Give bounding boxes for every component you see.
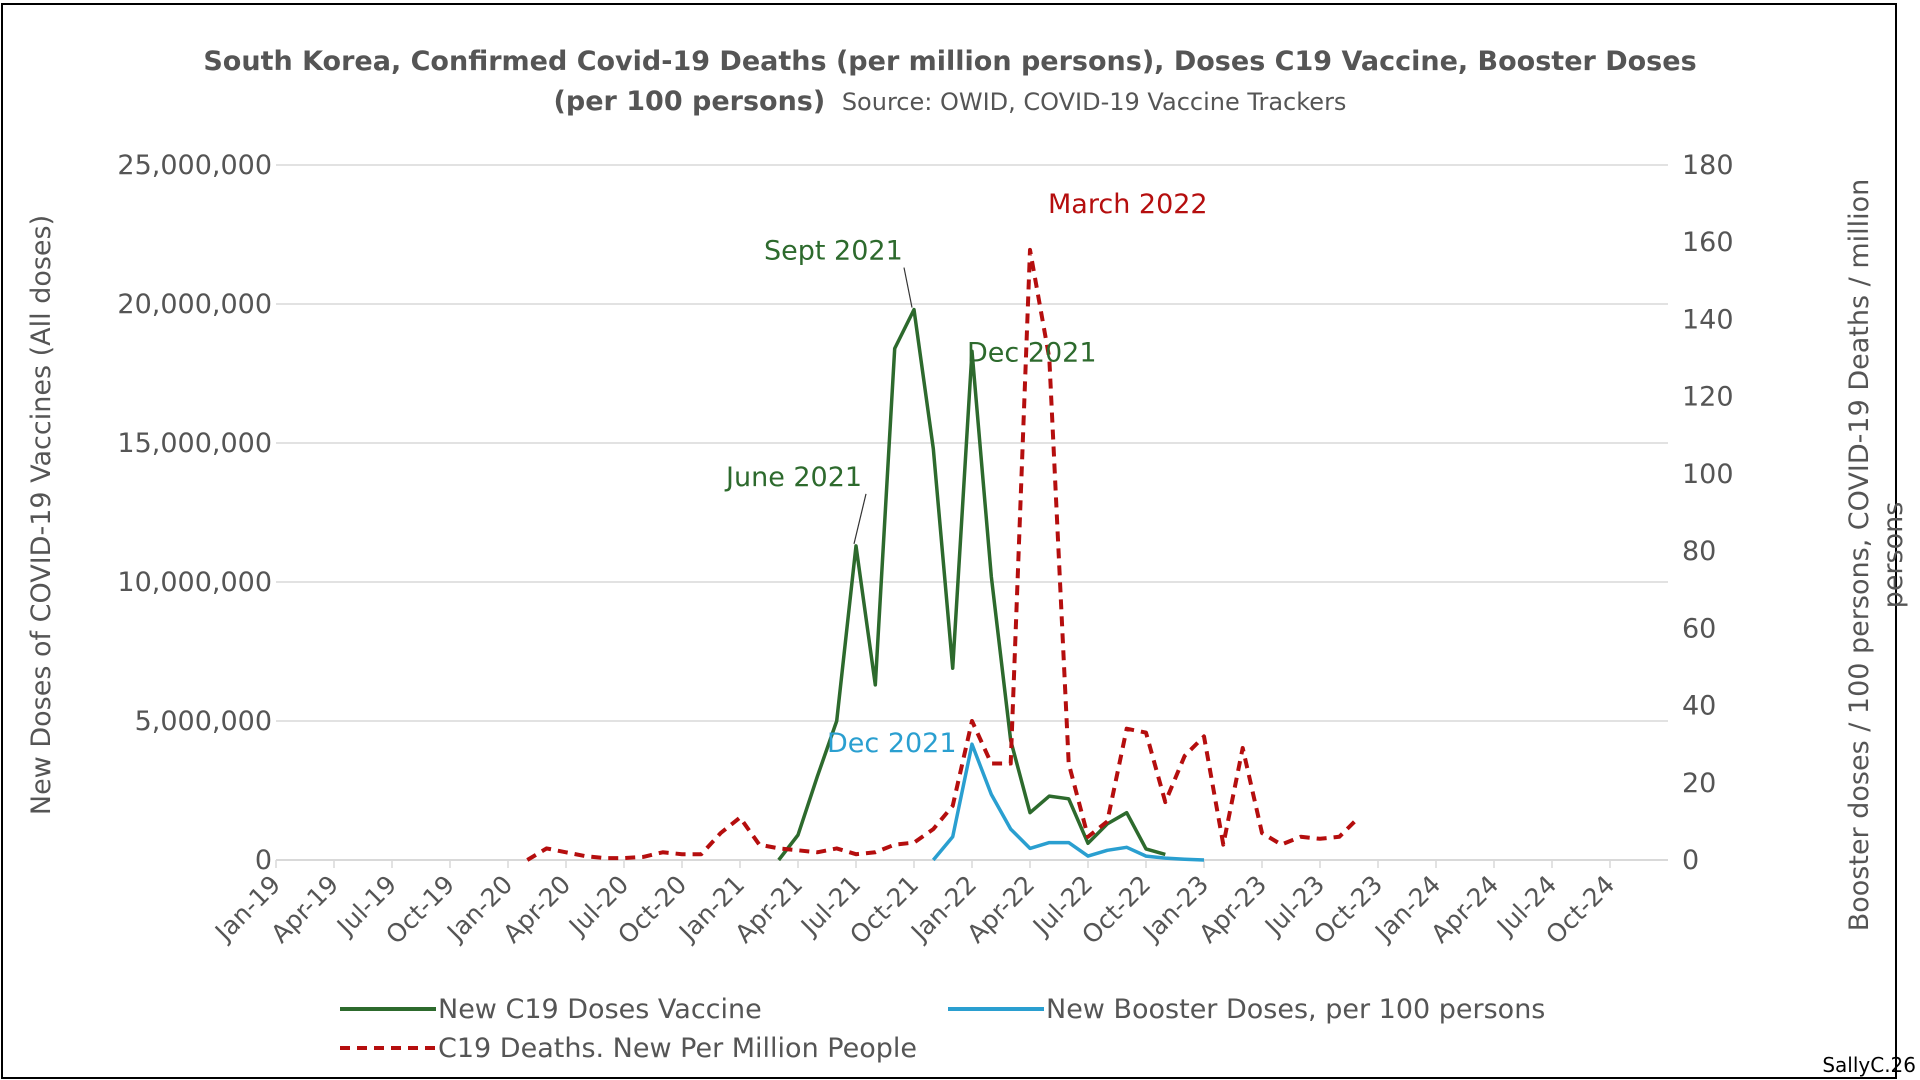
annotation-label: Dec 2021 bbox=[967, 337, 1097, 368]
left-tick-label: 5,000,000 bbox=[135, 706, 272, 737]
right-axis-title-line2: persons bbox=[1878, 502, 1909, 609]
legend-label: New C19 Doses Vaccine bbox=[438, 994, 762, 1025]
left-tick-label: 10,000,000 bbox=[117, 567, 272, 598]
left-axis-ticks: 0 5,000,000 10,000,000 15,000,000 20,000,000… bbox=[117, 150, 272, 876]
left-tick-label: 0 bbox=[255, 845, 272, 876]
right-tick-label: 40 bbox=[1682, 691, 1716, 722]
annotations: June 2021 Sept 2021 Dec 2021 Dec 2021 March … bbox=[724, 189, 1208, 759]
annotation-leader bbox=[903, 267, 913, 308]
right-tick-label: 100 bbox=[1682, 459, 1734, 490]
left-tick-label: 20,000,000 bbox=[117, 289, 272, 320]
legend: New C19 Doses Vaccine New Booster Doses, … bbox=[340, 994, 1545, 1064]
legend-label: C19 Deaths. New Per Million People bbox=[438, 1033, 917, 1064]
chart-title: South Korea, Confirmed Covid-19 Deaths (… bbox=[203, 46, 1696, 77]
left-axis-title: New Doses of COVID-19 Vaccines (All dose… bbox=[26, 215, 57, 815]
annotation-label: Dec 2021 bbox=[827, 728, 957, 759]
left-tick-label: 15,000,000 bbox=[117, 428, 272, 459]
right-tick-label: 60 bbox=[1682, 613, 1716, 644]
annotation-label: June 2021 bbox=[724, 462, 862, 493]
right-axis-title-line1: Booster doses / 100 persons, COVID-19 De… bbox=[1844, 179, 1875, 932]
series-line-2 bbox=[931, 742, 1205, 862]
right-tick-label: 20 bbox=[1682, 768, 1716, 799]
chart-title-bold-part: (per 100 persons) bbox=[554, 86, 826, 117]
right-tick-label: 120 bbox=[1682, 382, 1734, 413]
credit-label: SallyC.26 bbox=[1822, 1053, 1916, 1077]
chart-title-source: Source: OWID, COVID-19 Vaccine Trackers bbox=[842, 88, 1347, 116]
annotation-label: March 2022 bbox=[1048, 189, 1208, 220]
right-tick-label: 180 bbox=[1682, 150, 1734, 181]
left-tick-label: 25,000,000 bbox=[117, 150, 272, 181]
right-axis-ticks: 0 20 40 60 80 100 120 140 160 180 bbox=[1682, 150, 1734, 876]
right-tick-label: 80 bbox=[1682, 536, 1716, 567]
annotation-label: Sept 2021 bbox=[764, 236, 903, 267]
series-line-1 bbox=[777, 307, 1166, 862]
annotation-leader bbox=[853, 493, 867, 545]
right-tick-label: 140 bbox=[1682, 304, 1734, 335]
chart-title-line2: (per 100 persons) Source: OWID, COVID-19… bbox=[554, 86, 1347, 117]
right-tick-label: 160 bbox=[1682, 227, 1734, 258]
legend-label: New Booster Doses, per 100 persons bbox=[1046, 994, 1545, 1025]
chart-frame bbox=[1, 3, 1897, 1079]
series-line-3 bbox=[526, 247, 1361, 862]
series-lines bbox=[526, 247, 1361, 862]
gridlines bbox=[276, 164, 1668, 722]
right-tick-label: 0 bbox=[1682, 845, 1699, 876]
